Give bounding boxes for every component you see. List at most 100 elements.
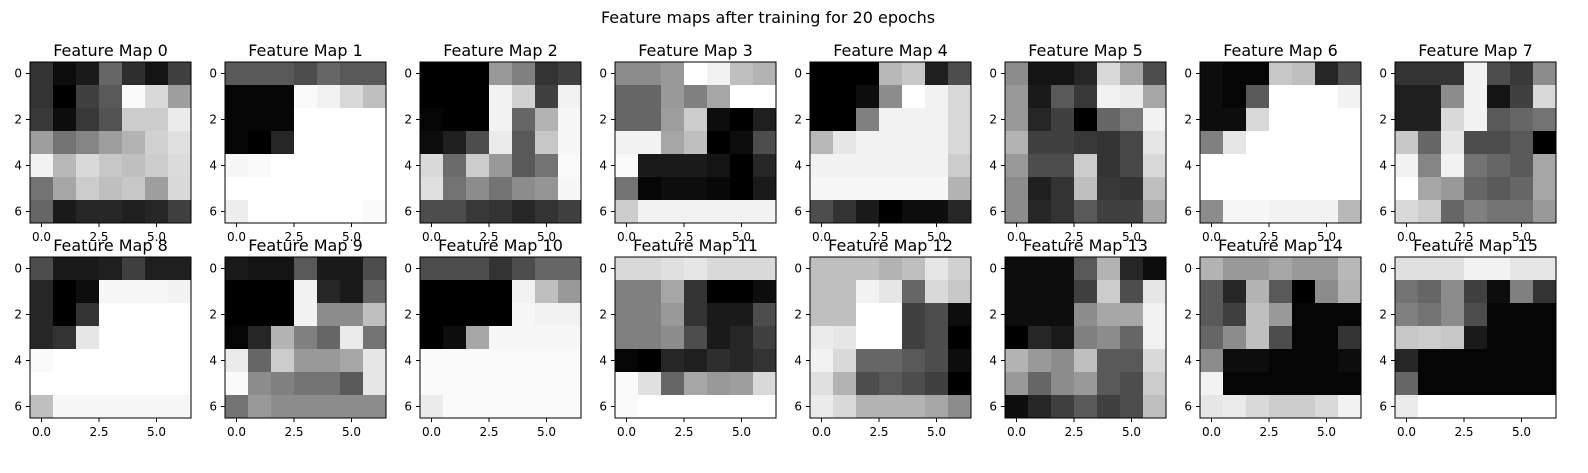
heatmap-cell <box>294 131 318 155</box>
x-tick-label: 0.0 <box>617 230 636 244</box>
heatmap-cell <box>925 108 949 132</box>
heatmap-cell <box>925 326 949 350</box>
panel-title: Feature Map 10 <box>438 236 563 255</box>
y-tick-label: 2 <box>14 113 22 127</box>
heatmap-cell <box>753 372 777 396</box>
heatmap-cell <box>512 395 536 419</box>
heatmap-cell <box>902 200 926 224</box>
heatmap-cell <box>1246 62 1270 86</box>
heatmap-cell <box>466 349 490 373</box>
heatmap-cell <box>168 280 192 304</box>
heatmap-cell <box>1143 303 1167 327</box>
heatmap-cell <box>225 303 249 327</box>
heatmap-cell <box>1395 85 1419 109</box>
heatmap-cell <box>1441 303 1465 327</box>
heatmap-cell <box>53 395 77 419</box>
axes-frame <box>419 61 582 224</box>
feature-map-panel: Feature Map 1 0 2 4 6 0.0 2.5 5.0 <box>209 41 387 244</box>
heatmap-cell <box>317 372 341 396</box>
heatmap-cell <box>661 85 685 109</box>
y-tick-label: 2 <box>599 113 607 127</box>
axes-frame <box>809 61 972 224</box>
heatmap-cell <box>225 131 249 155</box>
heatmap-cell <box>1418 257 1442 281</box>
heatmap-cell <box>535 326 559 350</box>
heatmap-cell <box>363 85 387 109</box>
heatmap-cell <box>1269 154 1293 178</box>
heatmap-cell <box>512 177 536 201</box>
heatmap-cell <box>707 131 731 155</box>
heatmap-cell <box>535 131 559 155</box>
heatmap-cell <box>168 62 192 86</box>
heatmap-cell <box>1441 108 1465 132</box>
x-tick-label: 2.5 <box>1454 230 1473 244</box>
heatmap-cell <box>661 257 685 281</box>
heatmap-cell <box>535 62 559 86</box>
heatmap-cell <box>1292 131 1316 155</box>
heatmap-cell <box>1074 326 1098 350</box>
heatmap-cell <box>1028 154 1052 178</box>
x-tick-label: 2.5 <box>1064 230 1083 244</box>
heatmap-cell <box>833 154 857 178</box>
heatmap-cell <box>30 85 54 109</box>
heatmap-cell <box>1464 85 1488 109</box>
heatmap-cell <box>76 154 100 178</box>
heatmap-cell <box>30 62 54 86</box>
y-tick-label: 0 <box>989 67 997 81</box>
heatmap-cell <box>1441 62 1465 86</box>
heatmap-cell <box>1143 395 1167 419</box>
heatmap-cell <box>1005 349 1029 373</box>
heatmap-cell <box>833 257 857 281</box>
heatmap-cell <box>99 257 123 281</box>
y-tick-label: 2 <box>599 308 607 322</box>
heatmap-cell <box>1533 395 1557 419</box>
heatmap-cell <box>145 200 169 224</box>
heatmap-cell <box>122 108 146 132</box>
x-tick-label: 0.0 <box>227 425 246 439</box>
heatmap-cell <box>1292 200 1316 224</box>
heatmap-cell <box>1315 372 1339 396</box>
heatmap-cell <box>317 154 341 178</box>
heatmap-cell <box>879 177 903 201</box>
heatmap-cell <box>76 326 100 350</box>
heatmap-cell <box>420 62 444 86</box>
heatmap-cell <box>707 280 731 304</box>
heatmap-cell <box>925 395 949 419</box>
heatmap-cell <box>1533 85 1557 109</box>
heatmap-cell <box>1200 257 1224 281</box>
feature-map-panel: Feature Map 2 0 2 4 6 0.0 2.5 5.0 <box>404 41 582 244</box>
heatmap-cell <box>684 395 708 419</box>
heatmap-cell <box>1143 85 1167 109</box>
heatmap-cell <box>707 108 731 132</box>
heatmap-cell <box>443 303 467 327</box>
heatmap-cell <box>122 326 146 350</box>
heatmap-cell <box>684 62 708 86</box>
heatmap-cell <box>53 131 77 155</box>
y-tick-label: 4 <box>209 354 217 368</box>
heatmap-cell <box>1223 200 1247 224</box>
y-tick-label: 6 <box>794 400 802 414</box>
heatmap-cell <box>1338 280 1362 304</box>
heatmap-cell <box>271 303 295 327</box>
heatmap-cell <box>1292 326 1316 350</box>
heatmap-cell <box>1510 177 1534 201</box>
heatmap-cell <box>1120 108 1144 132</box>
axes-frame <box>224 256 387 419</box>
panel-title: Feature Map 3 <box>638 41 753 60</box>
heatmap-cell <box>661 154 685 178</box>
heatmap-cell <box>1441 200 1465 224</box>
heatmap-cell <box>661 131 685 155</box>
heatmap-cell <box>363 303 387 327</box>
heatmap-cell <box>225 62 249 86</box>
heatmap-cell <box>1418 326 1442 350</box>
heatmap-cell <box>1200 85 1224 109</box>
heatmap-cell <box>76 200 100 224</box>
x-tick-label: 0.0 <box>1397 425 1416 439</box>
heatmap-cell <box>1441 326 1465 350</box>
heatmap-cell <box>810 257 834 281</box>
heatmap-cell <box>1028 200 1052 224</box>
heatmap-cell <box>443 200 467 224</box>
panel-title: Feature Map 1 <box>248 41 363 60</box>
heatmap-cell <box>466 108 490 132</box>
heatmap-cell <box>810 280 834 304</box>
